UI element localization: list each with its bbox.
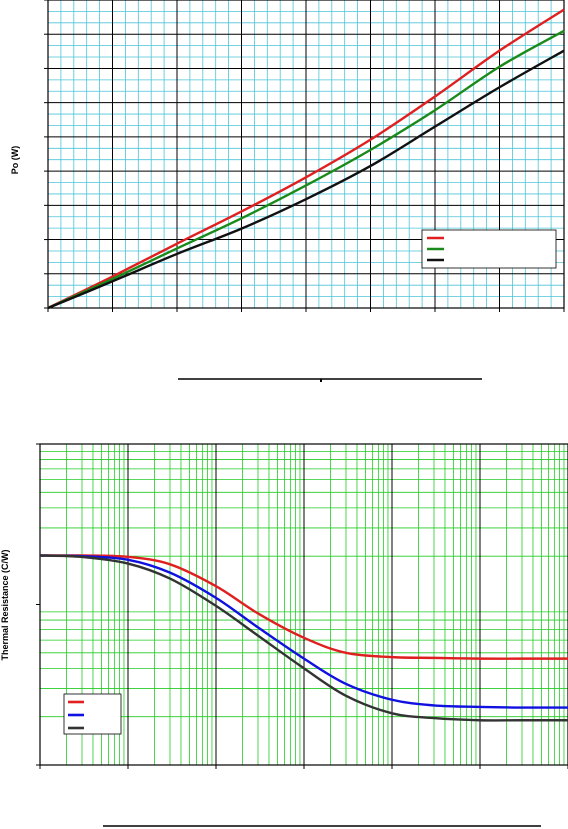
chart1-legend [421, 229, 557, 269]
output-power-chart [44, 0, 565, 312]
chart1-ylabel: Po (W) [10, 146, 20, 175]
chart2-frame [39, 443, 568, 766]
thermal-resistance-chart [36, 443, 568, 769]
chart1-series-line-1 [47, 8, 565, 310]
chart2-series-line-1 [39, 554, 568, 660]
chart2-ylabel: Thermal Resistance (C/W) [0, 549, 10, 660]
chart1-frame [47, 0, 565, 309]
chart2-series-line-2 [39, 554, 568, 709]
chart2-series-line-3 [39, 554, 568, 722]
chart1-series-line-3 [47, 49, 565, 310]
chart1-series-line-2 [47, 29, 565, 310]
